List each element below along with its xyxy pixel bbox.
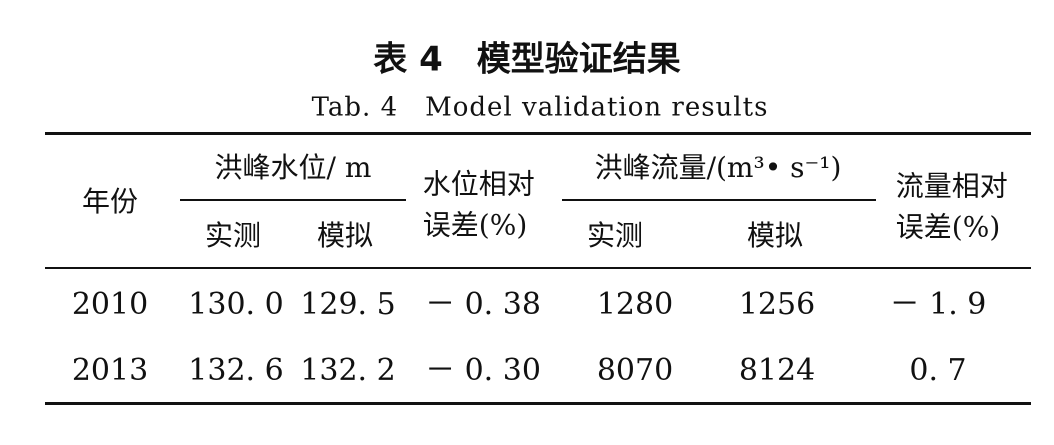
subheader-cell: 实测	[586, 219, 644, 253]
subheader-cell: 模拟	[316, 219, 374, 253]
bottom-rule	[45, 402, 1031, 405]
table-cell: 8070	[596, 353, 674, 388]
header-cell: 洪峰流量/(m³• s⁻¹)	[594, 151, 842, 185]
mid-rule	[45, 267, 1031, 269]
header-cell: 洪峰水位/ m	[214, 151, 372, 185]
table-cell: 8124	[738, 353, 816, 388]
span-rule	[180, 199, 406, 201]
table-cell: 1256	[738, 287, 816, 322]
subheader-cell: 实测	[204, 219, 262, 253]
table-cell: 0. 7	[909, 353, 967, 388]
table-cell: － 0. 38	[425, 287, 541, 322]
table-cell: 129. 5	[300, 287, 396, 322]
top-rule	[45, 132, 1031, 135]
header-cell: 水位相对误差(%)	[422, 167, 535, 241]
table-cell: 132. 2	[300, 353, 396, 388]
table-cell: － 1. 9	[889, 287, 987, 322]
table-cell: 132. 6	[188, 353, 284, 388]
subheader-cell: 模拟	[746, 219, 804, 253]
header-cell: 年份	[81, 185, 139, 219]
table-cell: － 0. 30	[425, 353, 541, 388]
table-cell: 130. 0	[188, 287, 284, 322]
table-cell: 2010	[71, 287, 149, 322]
table-cell: 2013	[71, 353, 149, 388]
span-rule	[562, 199, 876, 201]
table-cell: 1280	[596, 287, 674, 322]
table-subtitle: Tab. 4 Model validation results	[311, 92, 769, 123]
header-cell: 流量相对误差(%)	[895, 169, 1008, 243]
table-title: 表 4 模型验证结果	[373, 39, 681, 80]
